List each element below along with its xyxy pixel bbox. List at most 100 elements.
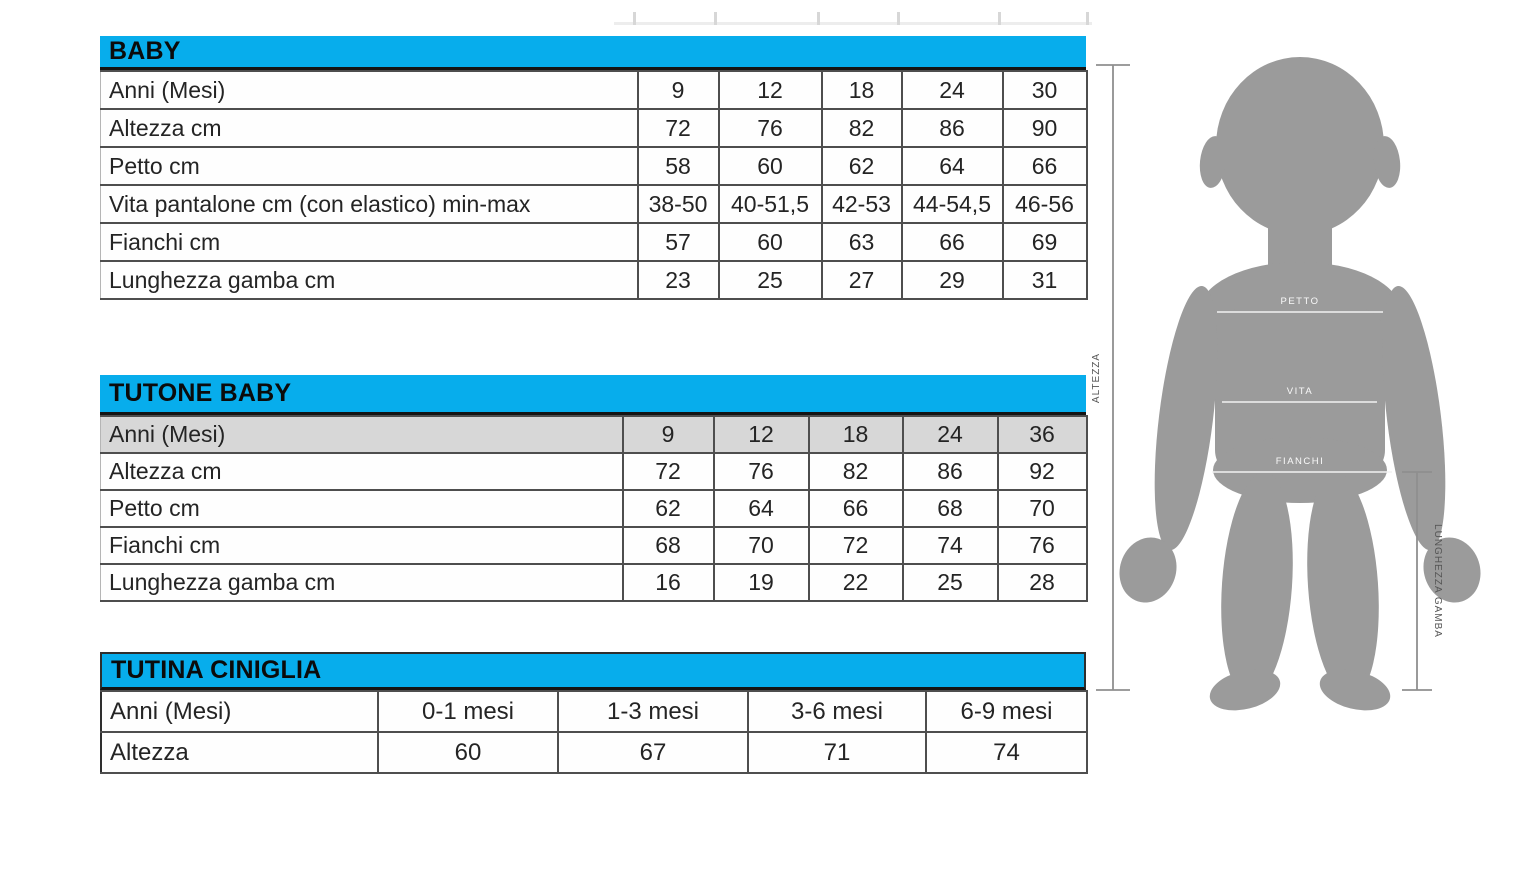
value-cell: 63 (820, 222, 903, 262)
value-cell: 82 (807, 452, 904, 491)
table-row: Lunghezza gamba cm 23 25 27 29 31 (100, 260, 1088, 300)
value-cell: 12 (712, 415, 810, 454)
value-cell: 3-6 mesi (747, 690, 927, 733)
value-cell: 60 (717, 146, 823, 186)
baby-measurement-figure: PETTO VITA FIANCHI ALTEZZA LUNGHEZZA GAM… (1085, 40, 1485, 720)
size-table-baby: Anni (Mesi) 9 12 18 24 30 Altezza cm 72 76 82 86 90… (100, 70, 1088, 300)
remnant-line (614, 22, 1092, 25)
value-cell: 30 (1001, 70, 1088, 110)
table-row: Altezza cm 72 76 82 86 90 (100, 108, 1088, 148)
value-cell: 72 (807, 526, 904, 565)
value-cell: 72 (621, 452, 715, 491)
remnant-tick (633, 12, 636, 25)
value-cell: 64 (712, 489, 810, 528)
value-cell: 19 (712, 563, 810, 602)
value-cell: 62 (820, 146, 903, 186)
fianchi-label: FIANCHI (1276, 456, 1325, 467)
size-table-section-tutone-baby: TUTONE BABY Anni (Mesi) 9 12 18 24 36 Altezza … (100, 375, 1088, 602)
baby-figure-svg: PETTO VITA FIANCHI ALTEZZA LUNGHEZZA GAM… (1091, 57, 1481, 711)
value-cell: 28 (996, 563, 1088, 602)
value-cell: 57 (636, 222, 720, 262)
baby-silhouette (1119, 57, 1481, 711)
value-cell: 68 (621, 526, 715, 565)
value-cell: 12 (717, 70, 823, 110)
table-row: Petto cm 58 60 62 64 66 (100, 146, 1088, 186)
table-title: TUTINA CINIGLIA (100, 652, 1086, 690)
value-cell: 82 (820, 108, 903, 148)
row-label: Altezza (100, 731, 379, 774)
remnant-tick (998, 12, 1001, 25)
value-cell: 60 (377, 731, 559, 774)
value-cell: 31 (1001, 260, 1088, 300)
value-cell: 74 (901, 526, 999, 565)
table-title: BABY (100, 36, 1086, 70)
remnant-tick (897, 12, 900, 25)
value-cell: 6-9 mesi (925, 690, 1088, 733)
row-label: Altezza cm (100, 108, 639, 148)
value-cell: 72 (636, 108, 720, 148)
table-row: Vita pantalone cm (con elastico) min-max… (100, 184, 1088, 224)
table-title: TUTONE BABY (100, 375, 1086, 415)
table-row: Anni (Mesi) 9 12 18 24 30 (100, 70, 1088, 110)
table-row: Altezza 60 67 71 74 (100, 731, 1088, 774)
remnant-tick (1086, 12, 1089, 25)
value-cell: 40-51,5 (717, 184, 823, 224)
row-label: Fianchi cm (100, 526, 624, 565)
value-cell: 46-56 (1001, 184, 1088, 224)
row-label: Fianchi cm (100, 222, 639, 262)
value-cell: 58 (636, 146, 720, 186)
size-table-section-tutina-ciniglia: TUTINA CINIGLIA Anni (Mesi) 0-1 mesi 1-3 m… (100, 652, 1088, 774)
value-cell: 90 (1001, 108, 1088, 148)
value-cell: 67 (557, 731, 749, 774)
cropped-table-remnant (614, 12, 1092, 25)
value-cell: 62 (621, 489, 715, 528)
row-label: Anni (Mesi) (100, 415, 624, 454)
row-label: Petto cm (100, 489, 624, 528)
value-cell: 23 (636, 260, 720, 300)
table-row: Anni (Mesi) 0-1 mesi 1-3 mesi 3-6 mesi 6-9 m… (100, 690, 1088, 733)
table-row: Fianchi cm 68 70 72 74 76 (100, 526, 1088, 565)
value-cell: 69 (1001, 222, 1088, 262)
table-row: Altezza cm 72 76 82 86 92 (100, 452, 1088, 491)
size-table-tutina-ciniglia: Anni (Mesi) 0-1 mesi 1-3 mesi 3-6 mesi 6-9 m… (100, 690, 1088, 774)
row-label: Petto cm (100, 146, 639, 186)
value-cell: 22 (807, 563, 904, 602)
value-cell: 66 (900, 222, 1004, 262)
row-label: Altezza cm (100, 452, 624, 491)
value-cell: 64 (900, 146, 1004, 186)
value-cell: 76 (717, 108, 823, 148)
value-cell: 9 (621, 415, 715, 454)
value-cell: 74 (925, 731, 1088, 774)
value-cell: 70 (996, 489, 1088, 528)
value-cell: 36 (996, 415, 1088, 454)
value-cell: 16 (621, 563, 715, 602)
value-cell: 86 (901, 452, 999, 491)
row-label: Anni (Mesi) (100, 70, 639, 110)
value-cell: 76 (712, 452, 810, 491)
lunghezza-gamba-label: LUNGHEZZA GAMBA (1432, 524, 1443, 638)
value-cell: 60 (717, 222, 823, 262)
petto-label: PETTO (1281, 296, 1320, 307)
value-cell: 92 (996, 452, 1088, 491)
value-cell: 66 (1001, 146, 1088, 186)
altezza-label: ALTEZZA (1091, 353, 1102, 403)
value-cell: 9 (636, 70, 720, 110)
table-row: Fianchi cm 57 60 63 66 69 (100, 222, 1088, 262)
vita-label: VITA (1287, 386, 1313, 397)
value-cell: 86 (900, 108, 1004, 148)
value-cell: 70 (712, 526, 810, 565)
value-cell: 29 (900, 260, 1004, 300)
size-table-section-baby: BABY Anni (Mesi) 9 12 18 24 30 Altezza cm 72 76 8… (100, 36, 1088, 300)
value-cell: 76 (996, 526, 1088, 565)
row-label: Lunghezza gamba cm (100, 563, 624, 602)
value-cell: 68 (901, 489, 999, 528)
value-cell: 24 (901, 415, 999, 454)
row-label: Lunghezza gamba cm (100, 260, 639, 300)
value-cell: 18 (820, 70, 903, 110)
row-label: Anni (Mesi) (100, 690, 379, 733)
row-label: Vita pantalone cm (con elastico) min-max (100, 184, 639, 224)
table-row: Lunghezza gamba cm 16 19 22 25 28 (100, 563, 1088, 602)
table-row: Petto cm 62 64 66 68 70 (100, 489, 1088, 528)
value-cell: 25 (717, 260, 823, 300)
